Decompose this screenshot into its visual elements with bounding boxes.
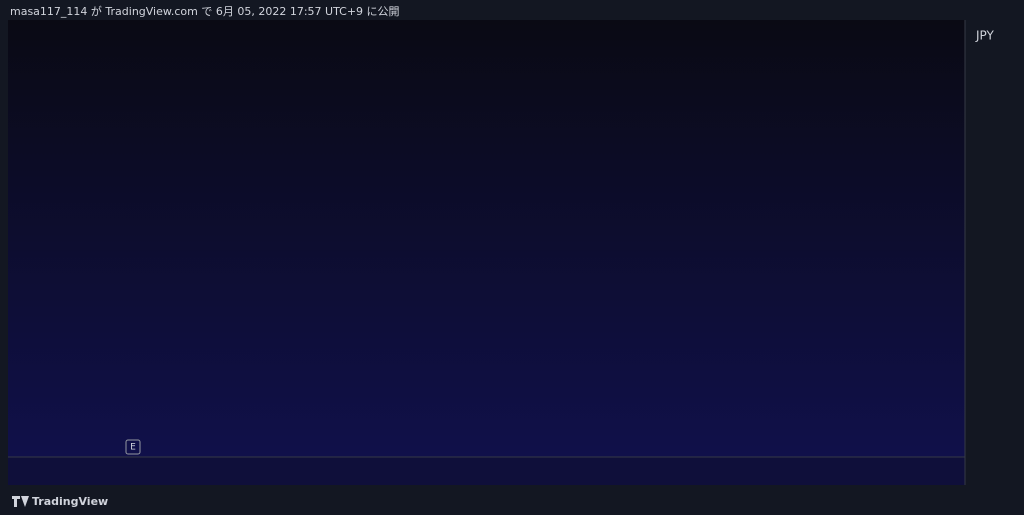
header: masa117_114 が TradingView.com で 6月 05, 2… xyxy=(10,4,400,18)
currency: JPY xyxy=(975,29,995,43)
event-marker[interactable]: E xyxy=(130,443,136,453)
plot-area xyxy=(8,20,965,457)
x-axis-area xyxy=(8,457,965,485)
logo xyxy=(12,496,29,507)
event-box[interactable] xyxy=(125,439,141,455)
footer: TradingView xyxy=(32,495,108,508)
